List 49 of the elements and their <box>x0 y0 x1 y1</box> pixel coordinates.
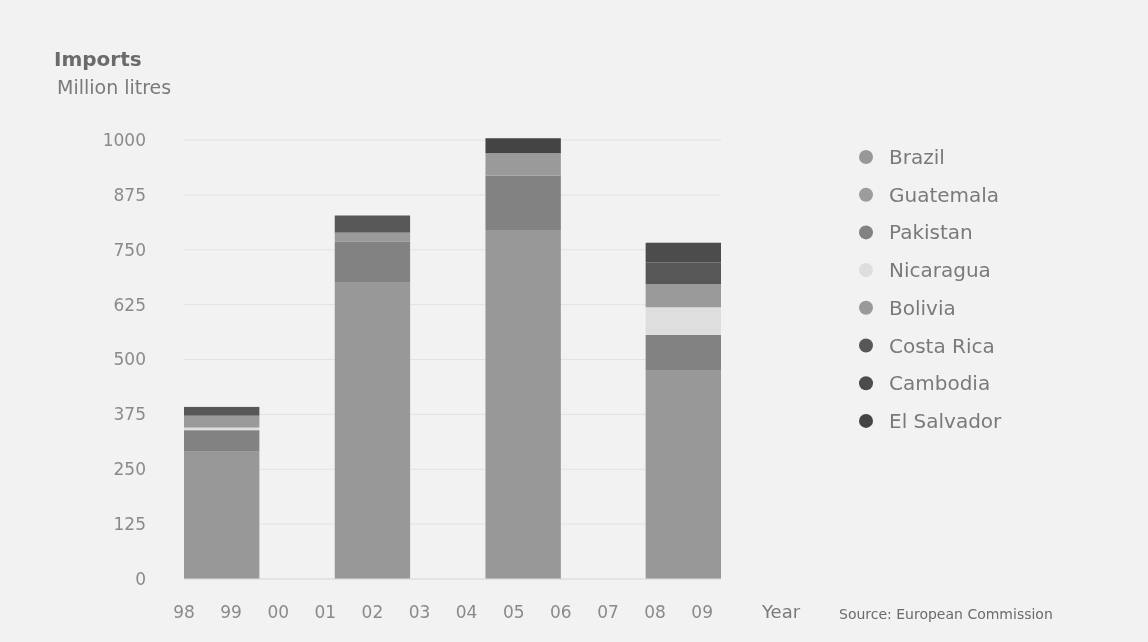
bar <box>485 230 561 579</box>
x-tick-label: 02 <box>361 602 384 622</box>
y-tick-label: 0 <box>135 568 146 589</box>
bar <box>334 232 411 242</box>
y-tick-label: 1000 <box>102 129 146 150</box>
y-axis-title: Million litres <box>57 76 172 98</box>
legend-label: Brazil <box>889 145 945 169</box>
bar <box>184 430 260 452</box>
chart-title: Imports <box>54 47 142 71</box>
legend-label: Guatemala <box>889 182 1000 207</box>
x-tick-label: 05 <box>502 602 525 622</box>
x-tick-label: 06 <box>550 602 572 622</box>
legend-label: Cambodia <box>889 371 991 396</box>
x-tick-label: 09 <box>691 602 713 622</box>
bar <box>485 138 561 154</box>
source-note: Source: European Commission <box>839 606 1053 622</box>
bar <box>645 307 721 335</box>
bar <box>645 334 721 371</box>
x-tick-label: 00 <box>267 602 290 622</box>
x-tick-label: 98 <box>173 602 195 622</box>
y-tick-label: 375 <box>113 404 146 425</box>
bar <box>184 451 260 579</box>
x-axis-title: Year <box>761 601 801 622</box>
x-tick-label: 04 <box>455 602 478 622</box>
legend-label: El Salvador <box>889 408 1003 433</box>
bar <box>184 406 260 416</box>
legend-label: Nicaragua <box>889 258 991 283</box>
x-tick-label: 01 <box>314 602 337 622</box>
bar <box>645 283 721 308</box>
bar <box>184 415 260 428</box>
legend-label: Costa Rica <box>889 333 995 358</box>
bar <box>334 282 411 579</box>
x-tick-label: 03 <box>408 602 431 622</box>
y-tick-label: 875 <box>113 184 146 205</box>
legend-label: Pakistan <box>889 220 973 245</box>
bar <box>334 215 411 233</box>
bar <box>485 175 561 230</box>
bar <box>645 370 721 579</box>
x-tick-label: 08 <box>644 602 666 622</box>
y-tick-label: 750 <box>113 239 146 260</box>
y-tick-label: 250 <box>113 459 146 480</box>
y-tick-label: 500 <box>113 349 146 370</box>
legend-label: Bolivia <box>889 295 956 320</box>
x-tick-label: 99 <box>220 602 242 622</box>
x-tick-label: 07 <box>597 602 619 622</box>
y-tick-label: 125 <box>113 514 146 535</box>
y-tick-label: 625 <box>113 294 146 315</box>
bar <box>334 241 411 283</box>
bar <box>485 153 561 176</box>
